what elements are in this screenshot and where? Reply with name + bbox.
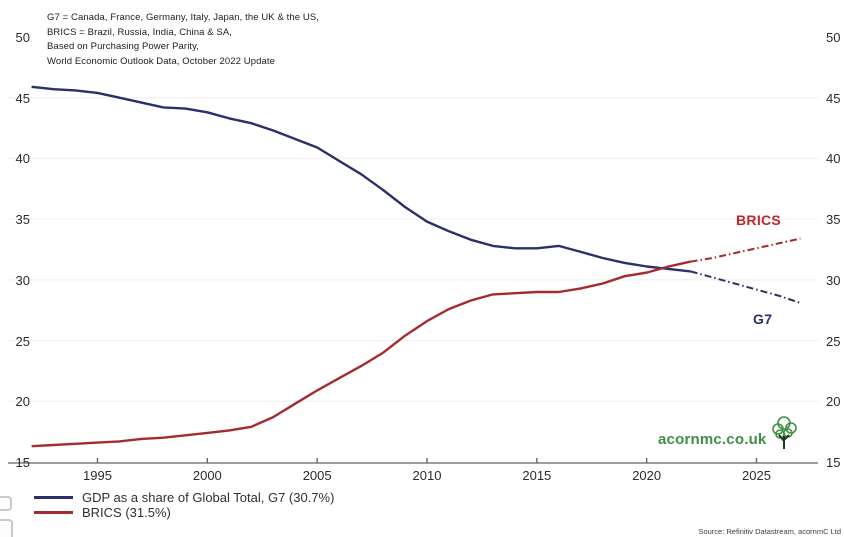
g7-legend-swatch bbox=[34, 495, 73, 499]
legend-row-g7: GDP as a share of Global Total, G7 (30.7… bbox=[34, 489, 335, 505]
annotation-line-2: BRICS = Brazil, Russia, India, China & S… bbox=[47, 26, 233, 38]
tree-icon bbox=[769, 416, 799, 455]
y-tick-label-left-25: 25 bbox=[15, 333, 30, 349]
y-tick-label-right-45: 45 bbox=[826, 90, 841, 106]
y-tick-label-right-35: 35 bbox=[826, 212, 841, 228]
x-tick-label-2005: 2005 bbox=[302, 468, 332, 483]
clipped-ui-artifact bbox=[0, 519, 13, 537]
annotation-line-4: World Economic Outlook Data, October 202… bbox=[47, 55, 275, 67]
y-tick-label-left-30: 30 bbox=[15, 272, 30, 288]
x-tick-label-2025: 2025 bbox=[742, 468, 771, 483]
y-tick-label-left-20: 20 bbox=[15, 394, 30, 410]
y-tick-label-right-40: 40 bbox=[826, 151, 841, 167]
logo-text[interactable]: acornmc.co.uk bbox=[658, 431, 767, 448]
chart-legend: GDP as a share of Global Total, G7 (30.7… bbox=[34, 490, 334, 520]
x-tick-label-2000: 2000 bbox=[192, 468, 222, 483]
x-tick-label-2020: 2020 bbox=[632, 468, 662, 483]
brics-line-history bbox=[31, 260, 691, 448]
acornmc-logo[interactable]: acornmc.co.uk bbox=[658, 416, 799, 455]
y-tick-label-left-50: 50 bbox=[15, 30, 30, 45]
g7-legend-label: GDP as a share of Global Total, G7 (30.7… bbox=[82, 489, 335, 505]
annotation-line-1: G7 = Canada, France, Germany, Italy, Jap… bbox=[47, 12, 320, 23]
brics-series-label: BRICS bbox=[736, 212, 782, 228]
x-tick-label-2015: 2015 bbox=[522, 468, 552, 483]
y-tick-label-right-50: 50 bbox=[826, 30, 841, 45]
g7-series-label: G7 bbox=[753, 311, 773, 327]
brics-line-forecast bbox=[690, 237, 801, 263]
g7-line-history bbox=[31, 85, 691, 273]
source-note: Source: Refinitiv Datastream, acornmC Lt… bbox=[698, 527, 841, 536]
y-tick-label-left-40: 40 bbox=[15, 151, 30, 167]
g7-line-forecast bbox=[690, 270, 801, 304]
y-tick-label-left-45: 45 bbox=[15, 90, 30, 106]
brics-legend-label: BRICS (31.5%) bbox=[82, 504, 171, 520]
x-tick-label-2010: 2010 bbox=[412, 468, 442, 483]
legend-row-brics: BRICS (31.5%) bbox=[34, 504, 334, 520]
y-tick-label-right-15: 15 bbox=[826, 455, 841, 470]
annotation-line-3: Based on Purchasing Power Parity, bbox=[47, 41, 200, 52]
clipped-ui-artifact bbox=[0, 496, 12, 511]
chart-annotation: G7 = Canada, France, Germany, Italy, Jap… bbox=[47, 11, 319, 69]
y-tick-label-right-30: 30 bbox=[826, 272, 841, 288]
y-tick-label-left-35: 35 bbox=[15, 212, 30, 228]
y-tick-label-right-25: 25 bbox=[826, 333, 841, 349]
x-tick-label-1995: 1995 bbox=[83, 468, 112, 483]
y-tick-label-right-20: 20 bbox=[826, 394, 841, 410]
y-tick-label-left-15: 15 bbox=[15, 455, 30, 470]
brics-legend-swatch bbox=[34, 510, 73, 514]
